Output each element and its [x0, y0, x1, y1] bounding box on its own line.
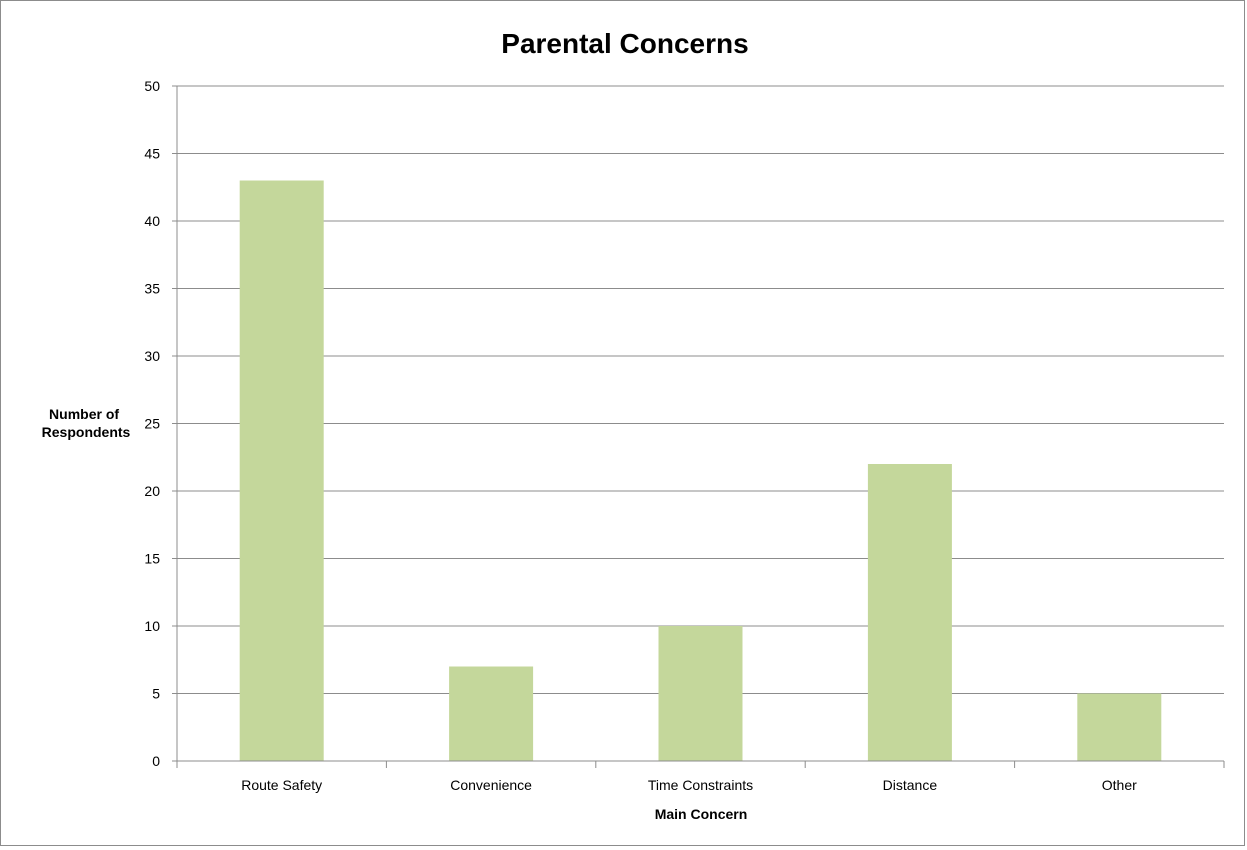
y-tick-label: 25 — [144, 416, 160, 432]
y-tick-label: 50 — [144, 78, 160, 94]
x-tick-label: Convenience — [450, 777, 532, 793]
y-tick-label: 5 — [152, 686, 160, 702]
y-axis-label: Number of Respondents — [42, 406, 131, 440]
x-tick-label: Route Safety — [241, 777, 322, 793]
bar — [449, 666, 534, 761]
bar — [239, 180, 324, 761]
y-axis-label-line-2: Respondents — [42, 424, 131, 440]
x-tick-layer: Route Safety Convenience Time Constraints D… — [176, 761, 1225, 793]
bar-layer — [239, 180, 1162, 761]
bar — [1077, 693, 1162, 761]
y-tick-layer: 0 5 10 15 20 25 30 35 40 45 50 — [144, 78, 177, 769]
x-tick-label: Distance — [883, 777, 938, 793]
chart-title: Parental Concerns — [501, 28, 748, 59]
y-tick-label: 30 — [144, 348, 160, 364]
y-tick-label: 40 — [144, 213, 160, 229]
bar — [658, 626, 743, 761]
y-tick-label: 45 — [144, 146, 160, 162]
y-tick-label: 35 — [144, 281, 160, 297]
x-axis-label: Main Concern — [655, 806, 748, 822]
y-tick-label: 15 — [144, 551, 160, 567]
y-axis-label-line-1: Number of — [49, 406, 119, 422]
x-tick-label: Other — [1102, 777, 1137, 793]
y-tick-label: 20 — [144, 483, 160, 499]
x-tick-label: Time Constraints — [648, 777, 753, 793]
grid-layer — [177, 85, 1224, 694]
y-tick-label: 10 — [144, 618, 160, 634]
y-tick-label: 0 — [152, 753, 160, 769]
bar — [867, 464, 952, 761]
